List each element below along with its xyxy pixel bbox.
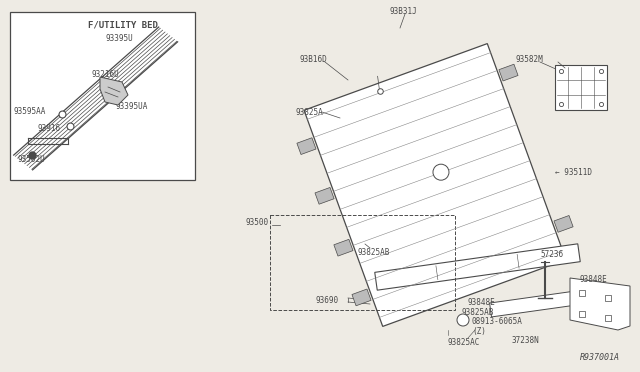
Text: 93848E: 93848E bbox=[467, 298, 495, 307]
Text: 93848E: 93848E bbox=[580, 275, 608, 284]
Polygon shape bbox=[100, 77, 128, 105]
Text: 93916: 93916 bbox=[38, 124, 61, 133]
Polygon shape bbox=[490, 287, 605, 317]
Polygon shape bbox=[375, 244, 580, 290]
Text: 93395U: 93395U bbox=[105, 34, 132, 43]
Text: 93690: 93690 bbox=[315, 296, 338, 305]
Polygon shape bbox=[297, 138, 316, 154]
Circle shape bbox=[457, 314, 469, 326]
Text: 93B31J: 93B31J bbox=[390, 7, 418, 16]
Polygon shape bbox=[554, 215, 573, 232]
Text: 93595AA: 93595AA bbox=[14, 107, 46, 116]
Text: 93825AC: 93825AC bbox=[447, 338, 479, 347]
Polygon shape bbox=[570, 278, 630, 330]
Text: 93216U: 93216U bbox=[92, 70, 120, 79]
Text: 93500: 93500 bbox=[245, 218, 268, 227]
Text: 93825A: 93825A bbox=[295, 108, 323, 117]
Text: F/UTILITY BED: F/UTILITY BED bbox=[88, 20, 157, 29]
Text: 93825AB: 93825AB bbox=[358, 248, 390, 257]
Bar bbox=[555, 65, 607, 110]
Polygon shape bbox=[352, 289, 371, 306]
Bar bbox=[270, 215, 455, 310]
Text: (Z): (Z) bbox=[472, 327, 486, 336]
Polygon shape bbox=[315, 187, 334, 204]
Circle shape bbox=[433, 164, 449, 180]
Text: 08913-6065A: 08913-6065A bbox=[472, 317, 523, 326]
Polygon shape bbox=[499, 64, 518, 81]
Text: 93582M: 93582M bbox=[515, 55, 543, 64]
Bar bbox=[10, 12, 195, 180]
Text: 93395UA: 93395UA bbox=[115, 102, 147, 111]
Text: 93825AB: 93825AB bbox=[462, 308, 494, 317]
Text: 93502U: 93502U bbox=[18, 155, 45, 164]
Text: 93B16D: 93B16D bbox=[300, 55, 328, 64]
Text: 57236: 57236 bbox=[540, 250, 563, 259]
Text: ← 93511D: ← 93511D bbox=[555, 168, 592, 177]
Polygon shape bbox=[334, 239, 353, 256]
Text: N: N bbox=[460, 317, 464, 321]
Text: 37238N: 37238N bbox=[512, 336, 540, 345]
Polygon shape bbox=[304, 44, 566, 326]
Text: R937001A: R937001A bbox=[580, 353, 620, 362]
